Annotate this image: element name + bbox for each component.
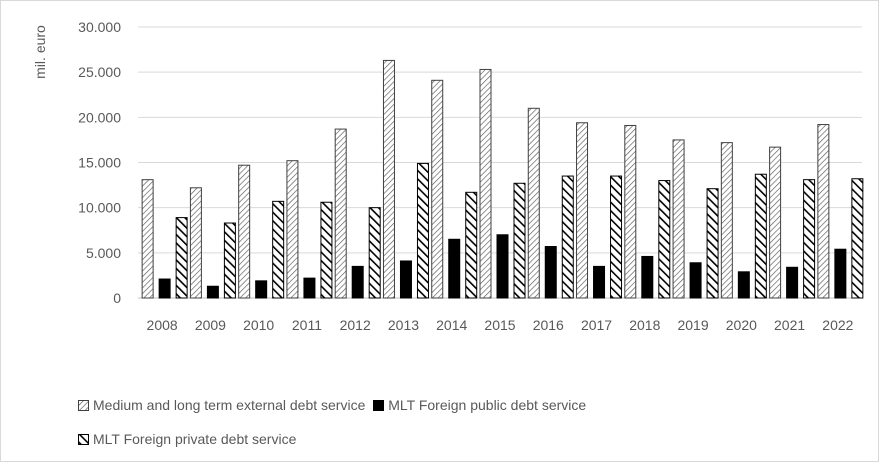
bar-public-2017 — [593, 265, 606, 299]
bar-public-2008 — [158, 278, 171, 299]
y-tick-labels: 0 5.000 10.000 15.000 20.000 25.000 30.000 — [78, 19, 121, 306]
legend-item-series-2: MLT Foreign public debt service — [373, 397, 586, 413]
bar-total-2020 — [720, 142, 733, 299]
bar-total-2009 — [189, 187, 202, 299]
legend-label: Medium and long term external debt servi… — [93, 397, 366, 413]
bar-private-2008 — [175, 217, 188, 299]
bar-total-2011 — [286, 160, 299, 299]
bar-public-2021 — [786, 266, 799, 299]
bar-total-2016 — [527, 107, 540, 299]
x-tick-label: 2020 — [726, 317, 757, 333]
y-tick-label: 20.000 — [78, 109, 121, 125]
hatch-swatch-icon — [78, 399, 89, 411]
y-tick-label: 0 — [113, 290, 121, 306]
x-tick-label: 2008 — [147, 317, 178, 333]
bar-public-2020 — [737, 271, 750, 299]
x-tick-label: 2009 — [195, 317, 226, 333]
bar-total-2012 — [334, 128, 347, 299]
x-tick-label: 2013 — [388, 317, 419, 333]
x-tick-label: 2017 — [581, 317, 612, 333]
bar-private-2016 — [561, 175, 574, 299]
bar-private-2012 — [368, 207, 381, 299]
y-tick-label: 5.000 — [86, 245, 121, 261]
x-tick-label: 2012 — [340, 317, 371, 333]
x-tick-labels: 2008 2009 2010 2011 2012 2013 2014 2015 2016 2017… — [147, 317, 854, 333]
bar-public-2019 — [689, 262, 702, 299]
x-tick-label: 2019 — [677, 317, 708, 333]
legend-row-2: MLT Foreign private debt service — [78, 431, 300, 448]
legend-label: MLT Foreign private debt service — [93, 431, 297, 447]
wide-hatch-swatch-icon — [78, 433, 89, 445]
bar-public-2016 — [544, 246, 557, 299]
y-tick-label: 15.000 — [78, 155, 121, 171]
bar-private-2017 — [610, 175, 623, 299]
bar-total-2019 — [672, 139, 685, 299]
bar-public-2014 — [448, 238, 461, 299]
solid-swatch-icon — [373, 399, 385, 411]
bar-total-2018 — [624, 124, 637, 299]
bars — [141, 59, 864, 299]
legend: Medium and long term external debt servi… — [78, 397, 590, 414]
y-axis-label: mil. euro — [32, 25, 48, 79]
bar-public-2018 — [641, 255, 654, 299]
bar-private-2022 — [851, 178, 864, 299]
legend-item-series-1: Medium and long term external debt servi… — [78, 397, 365, 413]
y-tick-label: 30.000 — [78, 19, 121, 35]
bar-private-2014 — [465, 191, 478, 299]
bar-private-2020 — [754, 173, 767, 299]
x-tick-label: 2011 — [292, 317, 322, 333]
bar-total-2022 — [817, 124, 830, 299]
bar-total-2010 — [238, 164, 251, 299]
bar-public-2012 — [351, 265, 364, 299]
x-tick-label: 2010 — [243, 317, 274, 333]
legend-label: MLT Foreign public debt service — [388, 397, 587, 413]
bar-total-2013 — [382, 59, 395, 299]
y-tick-label: 10.000 — [78, 200, 121, 216]
bar-public-2009 — [206, 285, 219, 299]
x-tick-label: 2015 — [484, 317, 515, 333]
bar-public-2011 — [303, 277, 316, 299]
bar-public-2015 — [496, 234, 509, 299]
bar-private-2010 — [272, 200, 285, 299]
x-tick-label: 2018 — [629, 317, 660, 333]
x-tick-label: 2021 — [774, 317, 805, 333]
bar-chart: mil. euro 0 5.000 10.000 15.000 20.000 25.000… — [32, 19, 864, 333]
x-tick-label: 2022 — [822, 317, 853, 333]
bar-total-2008 — [141, 179, 154, 299]
bar-private-2011 — [320, 201, 333, 299]
bar-private-2019 — [706, 188, 719, 299]
y-tick-label: 25.000 — [78, 64, 121, 80]
legend-item-series-3: MLT Foreign private debt service — [78, 431, 296, 447]
bar-total-2021 — [769, 146, 782, 299]
x-tick-label: 2016 — [533, 317, 564, 333]
bar-total-2015 — [479, 68, 492, 299]
bar-private-2021 — [803, 179, 816, 299]
bar-private-2018 — [658, 180, 671, 299]
bar-public-2010 — [255, 280, 268, 299]
bar-total-2017 — [576, 122, 589, 299]
x-tick-label: 2014 — [436, 317, 467, 333]
bar-public-2013 — [399, 260, 412, 299]
bar-public-2022 — [834, 248, 847, 299]
bar-private-2013 — [416, 162, 429, 299]
bar-total-2014 — [431, 79, 444, 299]
bar-private-2009 — [223, 222, 236, 299]
bar-private-2015 — [513, 182, 526, 299]
